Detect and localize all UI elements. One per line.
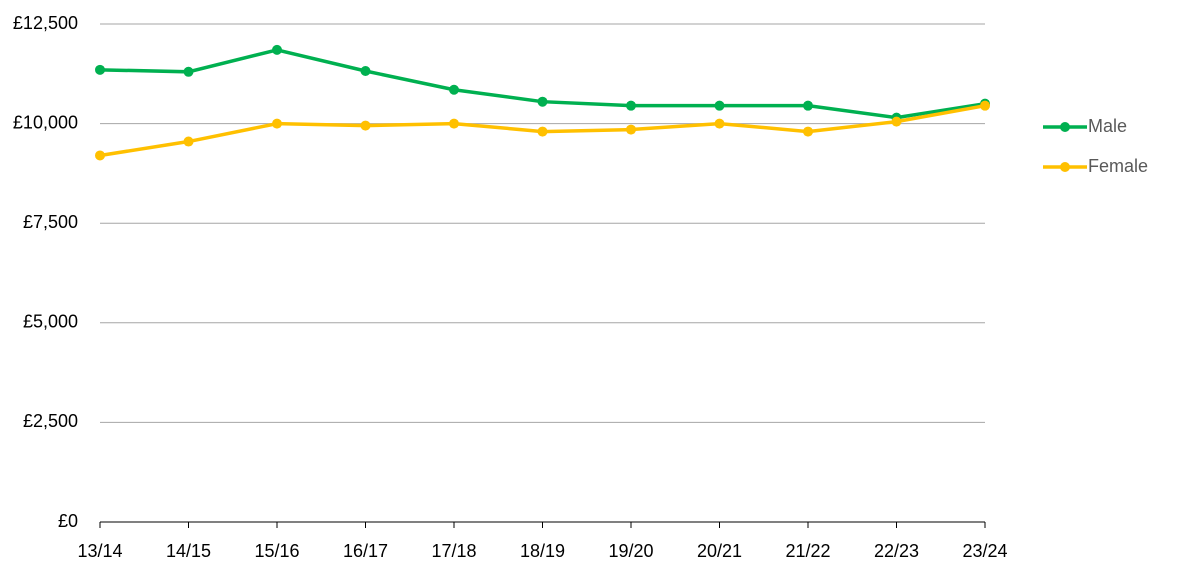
data-point (95, 64, 105, 75)
legend-label: Female (1088, 156, 1148, 176)
x-tick-label: 19/20 (608, 541, 653, 561)
data-point (449, 118, 459, 129)
x-tick-label: 17/18 (431, 541, 476, 561)
x-tick-label: 15/16 (254, 541, 299, 561)
x-tick-label: 14/15 (166, 541, 211, 561)
x-tick-label: 18/19 (520, 541, 565, 561)
y-tick-label: £2,500 (23, 411, 78, 431)
data-point (183, 136, 194, 147)
series-line (99, 48, 986, 120)
data-point (626, 124, 636, 135)
data-point (714, 100, 725, 111)
data-point (537, 126, 548, 137)
data-point (891, 116, 902, 127)
x-tick-label: 21/22 (785, 541, 830, 561)
data-point (626, 100, 636, 111)
data-point (272, 118, 282, 129)
data-point (360, 66, 371, 77)
data-point (537, 96, 548, 107)
data-point (360, 120, 371, 131)
x-tick-label: 22/23 (874, 541, 919, 561)
data-point (803, 126, 813, 137)
y-tick-label: £12,500 (13, 13, 78, 33)
data-point (980, 100, 990, 111)
legend-marker (1060, 122, 1070, 132)
data-point (95, 150, 105, 161)
data-point (272, 44, 282, 55)
legend-marker (1060, 162, 1070, 172)
x-tick-label: 16/17 (343, 541, 388, 561)
y-tick-label: £5,000 (23, 312, 78, 332)
x-tick-label: 20/21 (697, 541, 742, 561)
legend-label: Male (1088, 116, 1127, 136)
x-tick-label: 23/24 (962, 541, 1007, 561)
x-tick-label: 13/14 (77, 541, 122, 561)
y-tick-label: £10,000 (13, 112, 78, 132)
data-point (714, 118, 725, 129)
data-point (803, 100, 813, 111)
y-tick-label: £0 (58, 511, 78, 531)
data-point (449, 84, 459, 95)
data-point (183, 66, 194, 77)
y-tick-label: £7,500 (23, 212, 78, 232)
